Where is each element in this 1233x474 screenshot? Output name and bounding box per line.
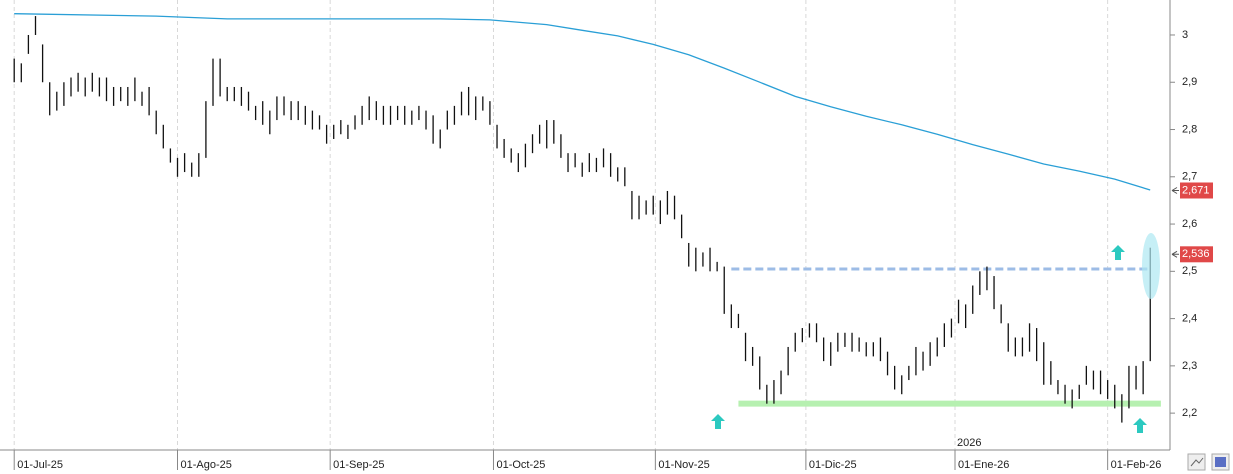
y-tick-label: 2,3 [1182,360,1197,372]
icon [1215,457,1226,467]
y-tick-label: 2,5 [1182,265,1197,277]
y-tick-label: 2,8 [1182,123,1197,135]
y-tick-label: 2,7 [1182,171,1197,183]
y-tick-label: 2,9 [1182,76,1197,88]
x-tick-label: 01-Ene-26 [958,459,1009,471]
levels [731,267,1161,407]
y-tick-label: 3 [1182,29,1188,41]
icon [1190,457,1204,467]
x-tick-label: 01-Jul-25 [17,459,63,471]
ma-line [14,13,1151,191]
grid [13,0,1109,450]
year-label: 2026 [957,437,981,449]
price-label-box [1180,246,1213,263]
x-tick-label: 01-Nov-25 [658,459,709,471]
moving-average [14,13,1151,191]
bars [13,16,1151,423]
y-tick-label: 2,2 [1182,407,1197,419]
arrow-up [1133,418,1147,433]
x-tick-label: 01-Oct-25 [496,459,545,471]
toolbar [1187,453,1230,471]
button[interactable] [1187,453,1206,471]
highlight [1142,233,1160,299]
price-label-box [1180,182,1213,199]
arrow-up [711,414,725,429]
arrow-up [1111,245,1125,260]
price-label-arrow [1171,187,1179,194]
x-tick-label: 01-Dic-25 [809,459,857,471]
price-label: 2,536 [1182,248,1210,260]
x-tick-label: 01-Ago-25 [181,459,232,471]
price-label-arrow [1171,250,1179,258]
x-tick-label: 01-Feb-26 [1111,459,1162,471]
axes: 2,2 2,3 2,4 2,5 2,6 2,7 2,8 2,9 3 01-Jul-25 01-Ago… [13,29,1213,471]
price-label: 2,671 [1182,184,1210,196]
y-tick-label: 2,4 [1182,312,1197,324]
x-tick-label: 01-Sep-25 [333,459,384,471]
arrows [711,245,1147,433]
y-tick-label: 2,6 [1182,218,1197,230]
